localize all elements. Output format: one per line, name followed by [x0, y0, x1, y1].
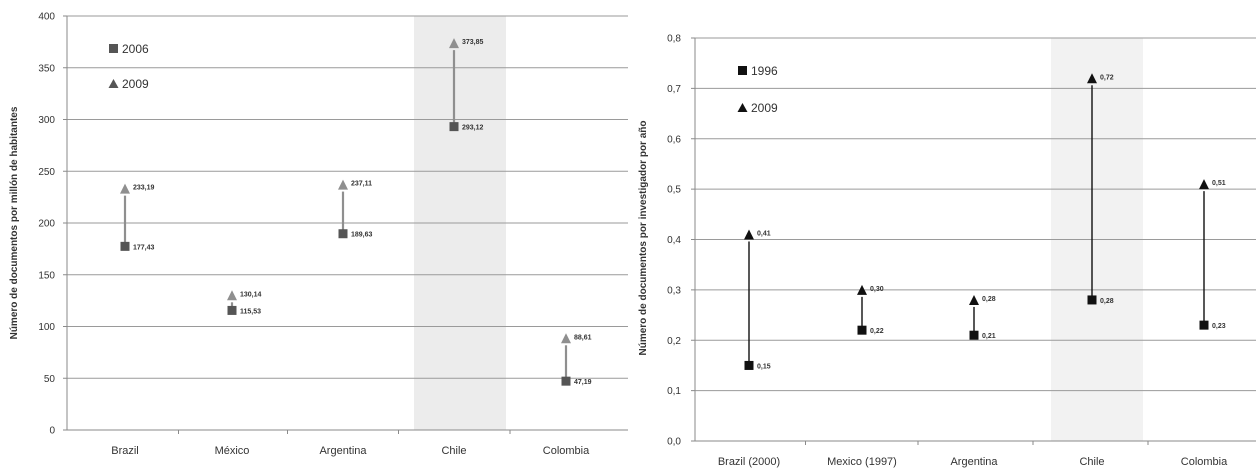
square-marker: [969, 330, 979, 340]
data-label: 47,19: [574, 379, 592, 386]
square-marker: [227, 305, 237, 315]
legend-label: 1996: [751, 64, 778, 78]
y-tick-label: 350: [38, 63, 55, 74]
data-label: 0,15: [757, 363, 771, 370]
y-axis-title: Número de documentos por millón de habit…: [9, 106, 20, 339]
data-labels: 177,43 233,19 115,53 130,14 189,63 237,11 293,…: [133, 39, 592, 386]
data-label: 0,28: [982, 296, 996, 303]
square-marker: [1199, 320, 1209, 330]
y-tick-label: 0: [49, 426, 55, 437]
legend-square-marker: [109, 44, 118, 53]
y-tick-label: 100: [38, 322, 55, 333]
data-label: 233,19: [133, 185, 155, 192]
triangle-marker: [744, 229, 754, 240]
chart-left: 0 50 100 150 200 250 300 350 400 Brazil México Arg…: [9, 12, 628, 457]
x-category-label: Argentina: [319, 445, 367, 457]
markers: [120, 38, 571, 386]
y-tick-label: 0,3: [667, 285, 681, 296]
y-tick-label: 0,2: [667, 336, 681, 347]
x-category-label: Colombia: [543, 445, 590, 457]
data-label: 0,22: [870, 328, 884, 335]
y-tick-label: 250: [38, 167, 55, 178]
x-category-label: Brazil: [111, 445, 139, 457]
y-tick-label: 0,8: [667, 34, 681, 45]
data-label: 0,21: [982, 333, 996, 340]
x-axis: Brazil (2000) Mexico (1997) Argentina Chile…: [695, 440, 1256, 468]
y-axis: 0 50 100 150 200 250 300 350 400: [38, 12, 68, 437]
data-label: 115,53: [240, 308, 261, 315]
triangle-marker: [120, 183, 130, 194]
y-tick-label: 300: [38, 115, 55, 126]
square-marker: [338, 229, 348, 239]
x-axis: Brazil México Argentina Chile Colombia: [67, 429, 628, 457]
y-tick-label: 0,1: [667, 386, 681, 397]
x-category-label: Chile: [441, 445, 466, 457]
data-label: 130,14: [240, 291, 262, 298]
y-tick-label: 0,7: [667, 84, 681, 95]
data-label: 293,12: [462, 125, 484, 132]
markers: [744, 73, 1209, 370]
data-labels: 0,15 0,41 0,22 0,30 0,21 0,28 0,28 0,72 0,23 0,51: [757, 74, 1226, 370]
square-marker: [561, 376, 571, 386]
data-label: 373,85: [462, 39, 484, 46]
data-label: 0,23: [1212, 323, 1226, 330]
data-label: 88,61: [574, 334, 592, 341]
y-tick-label: 400: [38, 12, 55, 23]
y-tick-label: 200: [38, 219, 55, 230]
triangle-marker: [561, 333, 571, 344]
chart-right: 0,0 0,1 0,2 0,3 0,4 0,5 0,6 0,7 0,8 Brazil (2000…: [638, 34, 1256, 468]
x-category-label: Mexico (1997): [827, 456, 897, 468]
y-tick-label: 50: [44, 374, 56, 385]
legend: 2006 2009: [108, 42, 149, 91]
triangle-marker: [227, 290, 237, 301]
data-label: 0,72: [1100, 74, 1114, 81]
legend-triangle-marker: [108, 79, 119, 88]
grid-lines: [695, 37, 1256, 392]
y-axis-title: Número de documentos por investigador po…: [638, 120, 649, 355]
data-label: 177,43: [133, 244, 155, 251]
legend-label: 2009: [751, 101, 778, 115]
square-marker: [857, 325, 867, 335]
y-axis: 0,0 0,1 0,2 0,3 0,4 0,5 0,6 0,7 0,8: [667, 34, 696, 448]
data-label: 0,30: [870, 286, 884, 293]
data-label: 189,63: [351, 232, 373, 239]
triangle-marker: [449, 38, 459, 49]
legend-triangle-marker: [737, 103, 748, 112]
legend: 1996 2009: [737, 64, 778, 115]
legend-square-marker: [738, 66, 747, 75]
x-category-label: Chile: [1079, 456, 1104, 468]
x-category-label: Colombia: [1181, 456, 1228, 468]
legend-label: 2006: [122, 42, 149, 56]
triangle-marker: [1199, 179, 1209, 190]
x-category-label: Argentina: [950, 456, 998, 468]
square-marker: [744, 360, 754, 370]
x-category-label: Brazil (2000): [718, 456, 780, 468]
triangle-marker: [969, 294, 979, 305]
arrows: [748, 85, 1205, 366]
triangle-marker: [857, 284, 867, 295]
square-marker: [1087, 295, 1097, 305]
data-label: 237,11: [351, 181, 372, 188]
square-marker: [120, 241, 130, 251]
square-marker: [449, 122, 459, 132]
triangle-marker: [1087, 73, 1097, 84]
y-tick-label: 0,4: [667, 235, 681, 246]
grid-lines: [67, 15, 628, 379]
y-tick-label: 0,0: [667, 437, 681, 448]
y-tick-label: 150: [38, 270, 55, 281]
data-label: 0,28: [1100, 298, 1114, 305]
data-label: 0,51: [1212, 180, 1226, 187]
data-label: 0,41: [757, 230, 771, 237]
triangle-marker: [338, 179, 348, 190]
legend-label: 2009: [122, 77, 149, 91]
y-tick-label: 0,5: [667, 185, 681, 196]
y-tick-label: 0,6: [667, 134, 681, 145]
arrows: [123, 50, 568, 382]
x-category-label: México: [215, 445, 250, 457]
